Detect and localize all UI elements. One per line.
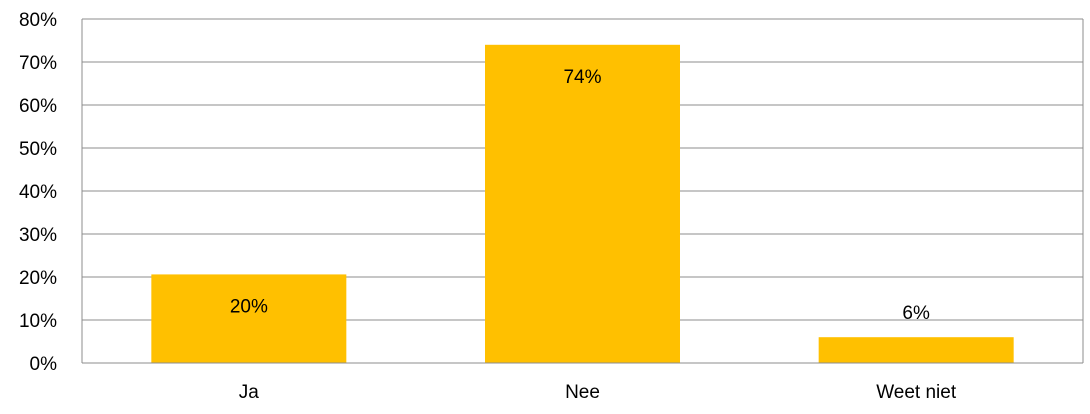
y-tick-label: 50% <box>19 139 57 160</box>
y-tick-label: 0% <box>30 354 58 375</box>
y-tick-label: 70% <box>19 53 57 74</box>
labels: 0% 10% 20% 30% 40% 50% 60% 70% 80% 20% Ja 74% Nee 6% W… <box>19 10 957 403</box>
bar <box>485 44 680 364</box>
x-category-label: Ja <box>239 382 260 403</box>
bar <box>151 274 347 363</box>
data-label: 20% <box>230 296 268 317</box>
y-tick-label: 20% <box>19 268 57 289</box>
x-category-label: Nee <box>565 382 600 403</box>
data-label: 74% <box>563 67 601 88</box>
y-tick-label: 60% <box>19 96 57 117</box>
axes <box>81 19 1084 364</box>
bars <box>151 44 1014 364</box>
bar <box>818 337 1014 363</box>
y-tick-label: 10% <box>19 311 57 332</box>
y-tick-label: 30% <box>19 225 57 246</box>
data-label: 6% <box>902 303 930 324</box>
x-category-label: Weet niet <box>876 382 957 403</box>
y-tick-label: 40% <box>19 182 57 203</box>
y-tick-label: 80% <box>19 10 57 31</box>
